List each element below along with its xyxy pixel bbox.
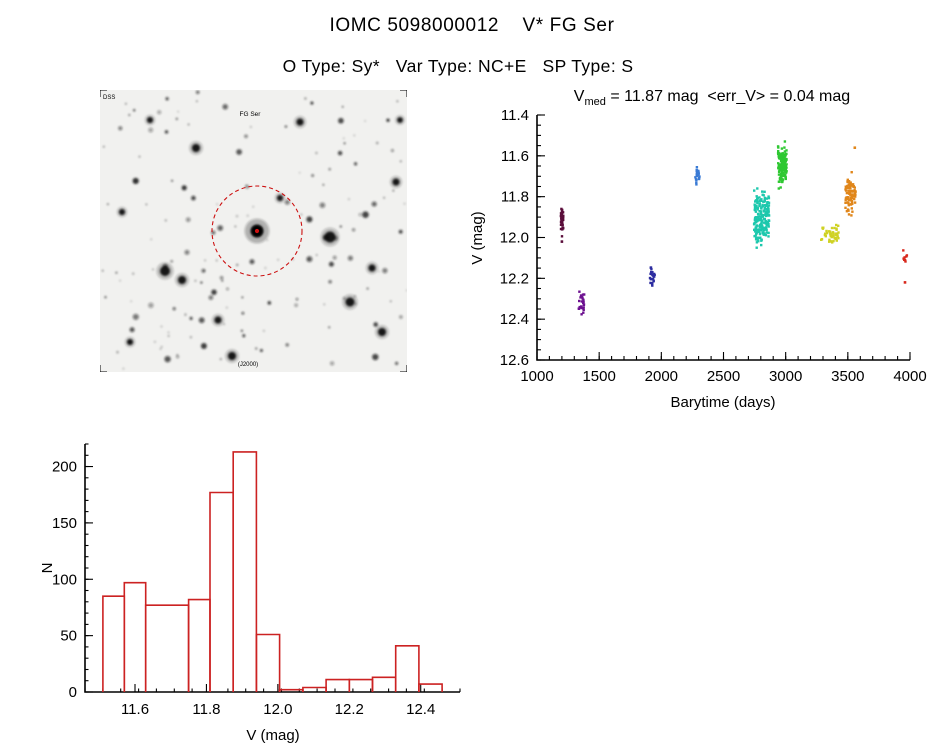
x-tick-label: 3500 — [831, 368, 864, 385]
y-tick-label: 12.2 — [500, 270, 529, 287]
lightcurve-canvas: 1000 1500 2000 2500 3000 3500 4000 11.4 11.6 11.8… — [500, 107, 927, 385]
page-subtitle: O Type: Sy* Var Type: NC+E SP Type: S — [282, 56, 634, 76]
y-tick-label: 0 — [69, 684, 77, 701]
lightcurve-points — [559, 140, 909, 316]
histogram-bar — [325, 678, 351, 692]
x-tick-label: 11.8 — [192, 701, 220, 718]
y-tick-label: 11.8 — [501, 189, 529, 206]
histogram-canvas: 11.6 11.8 12.0 12.2 12.4 0 50 100 150 200 — [52, 443, 461, 718]
histogram-bar — [123, 581, 147, 692]
histogram-tick-labels: 11.6 11.8 12.0 12.2 12.4 0 50 100 150 200 — [52, 459, 435, 718]
y-tick-label: 12.4 — [500, 311, 529, 328]
y-tick-label: 11.4 — [501, 107, 529, 124]
lightcurve-ticks — [536, 114, 911, 361]
histogram-y-axis-label: N — [40, 563, 56, 574]
target-marker — [211, 185, 303, 277]
lightcurve-title: Vmed = 11.87 mag <err_V> = 0.04 mag — [574, 88, 850, 108]
lightcurve-y-axis-label: V (mag) — [469, 211, 486, 264]
y-tick-label: 50 — [60, 628, 77, 645]
histogram-bar — [371, 676, 397, 692]
histogram-bar — [232, 451, 258, 692]
lightcurve-axes — [536, 115, 910, 361]
histogram-bar — [209, 491, 234, 692]
x-tick-label: 11.6 — [121, 701, 149, 718]
vmed-subscript: med — [584, 96, 605, 108]
histogram-plot: 11.6 11.8 12.0 12.2 12.4 0 50 100 150 200 V (mag)… — [40, 443, 461, 744]
target-center-dot — [254, 228, 260, 234]
x-tick-label: 4000 — [893, 368, 926, 385]
histogram-bar — [144, 604, 190, 692]
x-tick-label: 2500 — [707, 368, 740, 385]
histogram-bar — [394, 645, 420, 692]
vmed-values: = 11.87 mag <err_V> = 0.04 mag — [606, 88, 850, 105]
finder-header-text: DSS — [103, 95, 115, 101]
lightcurve-x-axis-label: Barytime (days) — [670, 394, 775, 411]
finder-target-label: FG Ser — [240, 111, 262, 118]
y-tick-label: 100 — [52, 571, 77, 588]
lightcurve-plot: Vmed = 11.87 mag <err_V> = 0.04 mag 1000… — [469, 88, 927, 411]
x-tick-label: 12.0 — [263, 701, 292, 718]
x-tick-label: 12.4 — [406, 701, 435, 718]
finder-bottom-label: (J2000) — [238, 362, 258, 368]
x-tick-label: 1000 — [520, 368, 553, 385]
y-tick-label: 12.0 — [500, 230, 529, 247]
y-tick-label: 12.6 — [500, 352, 529, 369]
histogram-bars — [102, 451, 443, 692]
star-field — [102, 90, 407, 370]
page-title: IOMC 5098000012 V* FG Ser — [329, 15, 615, 36]
histogram-bar — [102, 595, 126, 692]
finding-chart: DSS FG Ser (J2000) — [100, 90, 407, 372]
histogram-bar — [418, 683, 443, 692]
vmed-symbol: V — [574, 88, 585, 105]
histogram-bar — [255, 633, 281, 692]
target-circle — [211, 185, 303, 277]
x-tick-label: 1500 — [582, 368, 615, 385]
histogram-bar — [187, 598, 211, 692]
y-tick-label: 150 — [52, 515, 77, 532]
histogram-axes — [84, 444, 460, 693]
y-tick-label: 11.6 — [501, 148, 529, 165]
x-tick-label: 12.2 — [335, 701, 364, 718]
histogram-ticks — [84, 443, 461, 693]
x-tick-label: 3000 — [769, 368, 802, 385]
histogram-x-axis-label: V (mag) — [246, 727, 299, 744]
y-tick-label: 200 — [52, 459, 77, 476]
lightcurve-tick-labels: 1000 1500 2000 2500 3000 3500 4000 11.4 11.6 11.8… — [500, 107, 927, 385]
x-tick-label: 2000 — [645, 368, 678, 385]
